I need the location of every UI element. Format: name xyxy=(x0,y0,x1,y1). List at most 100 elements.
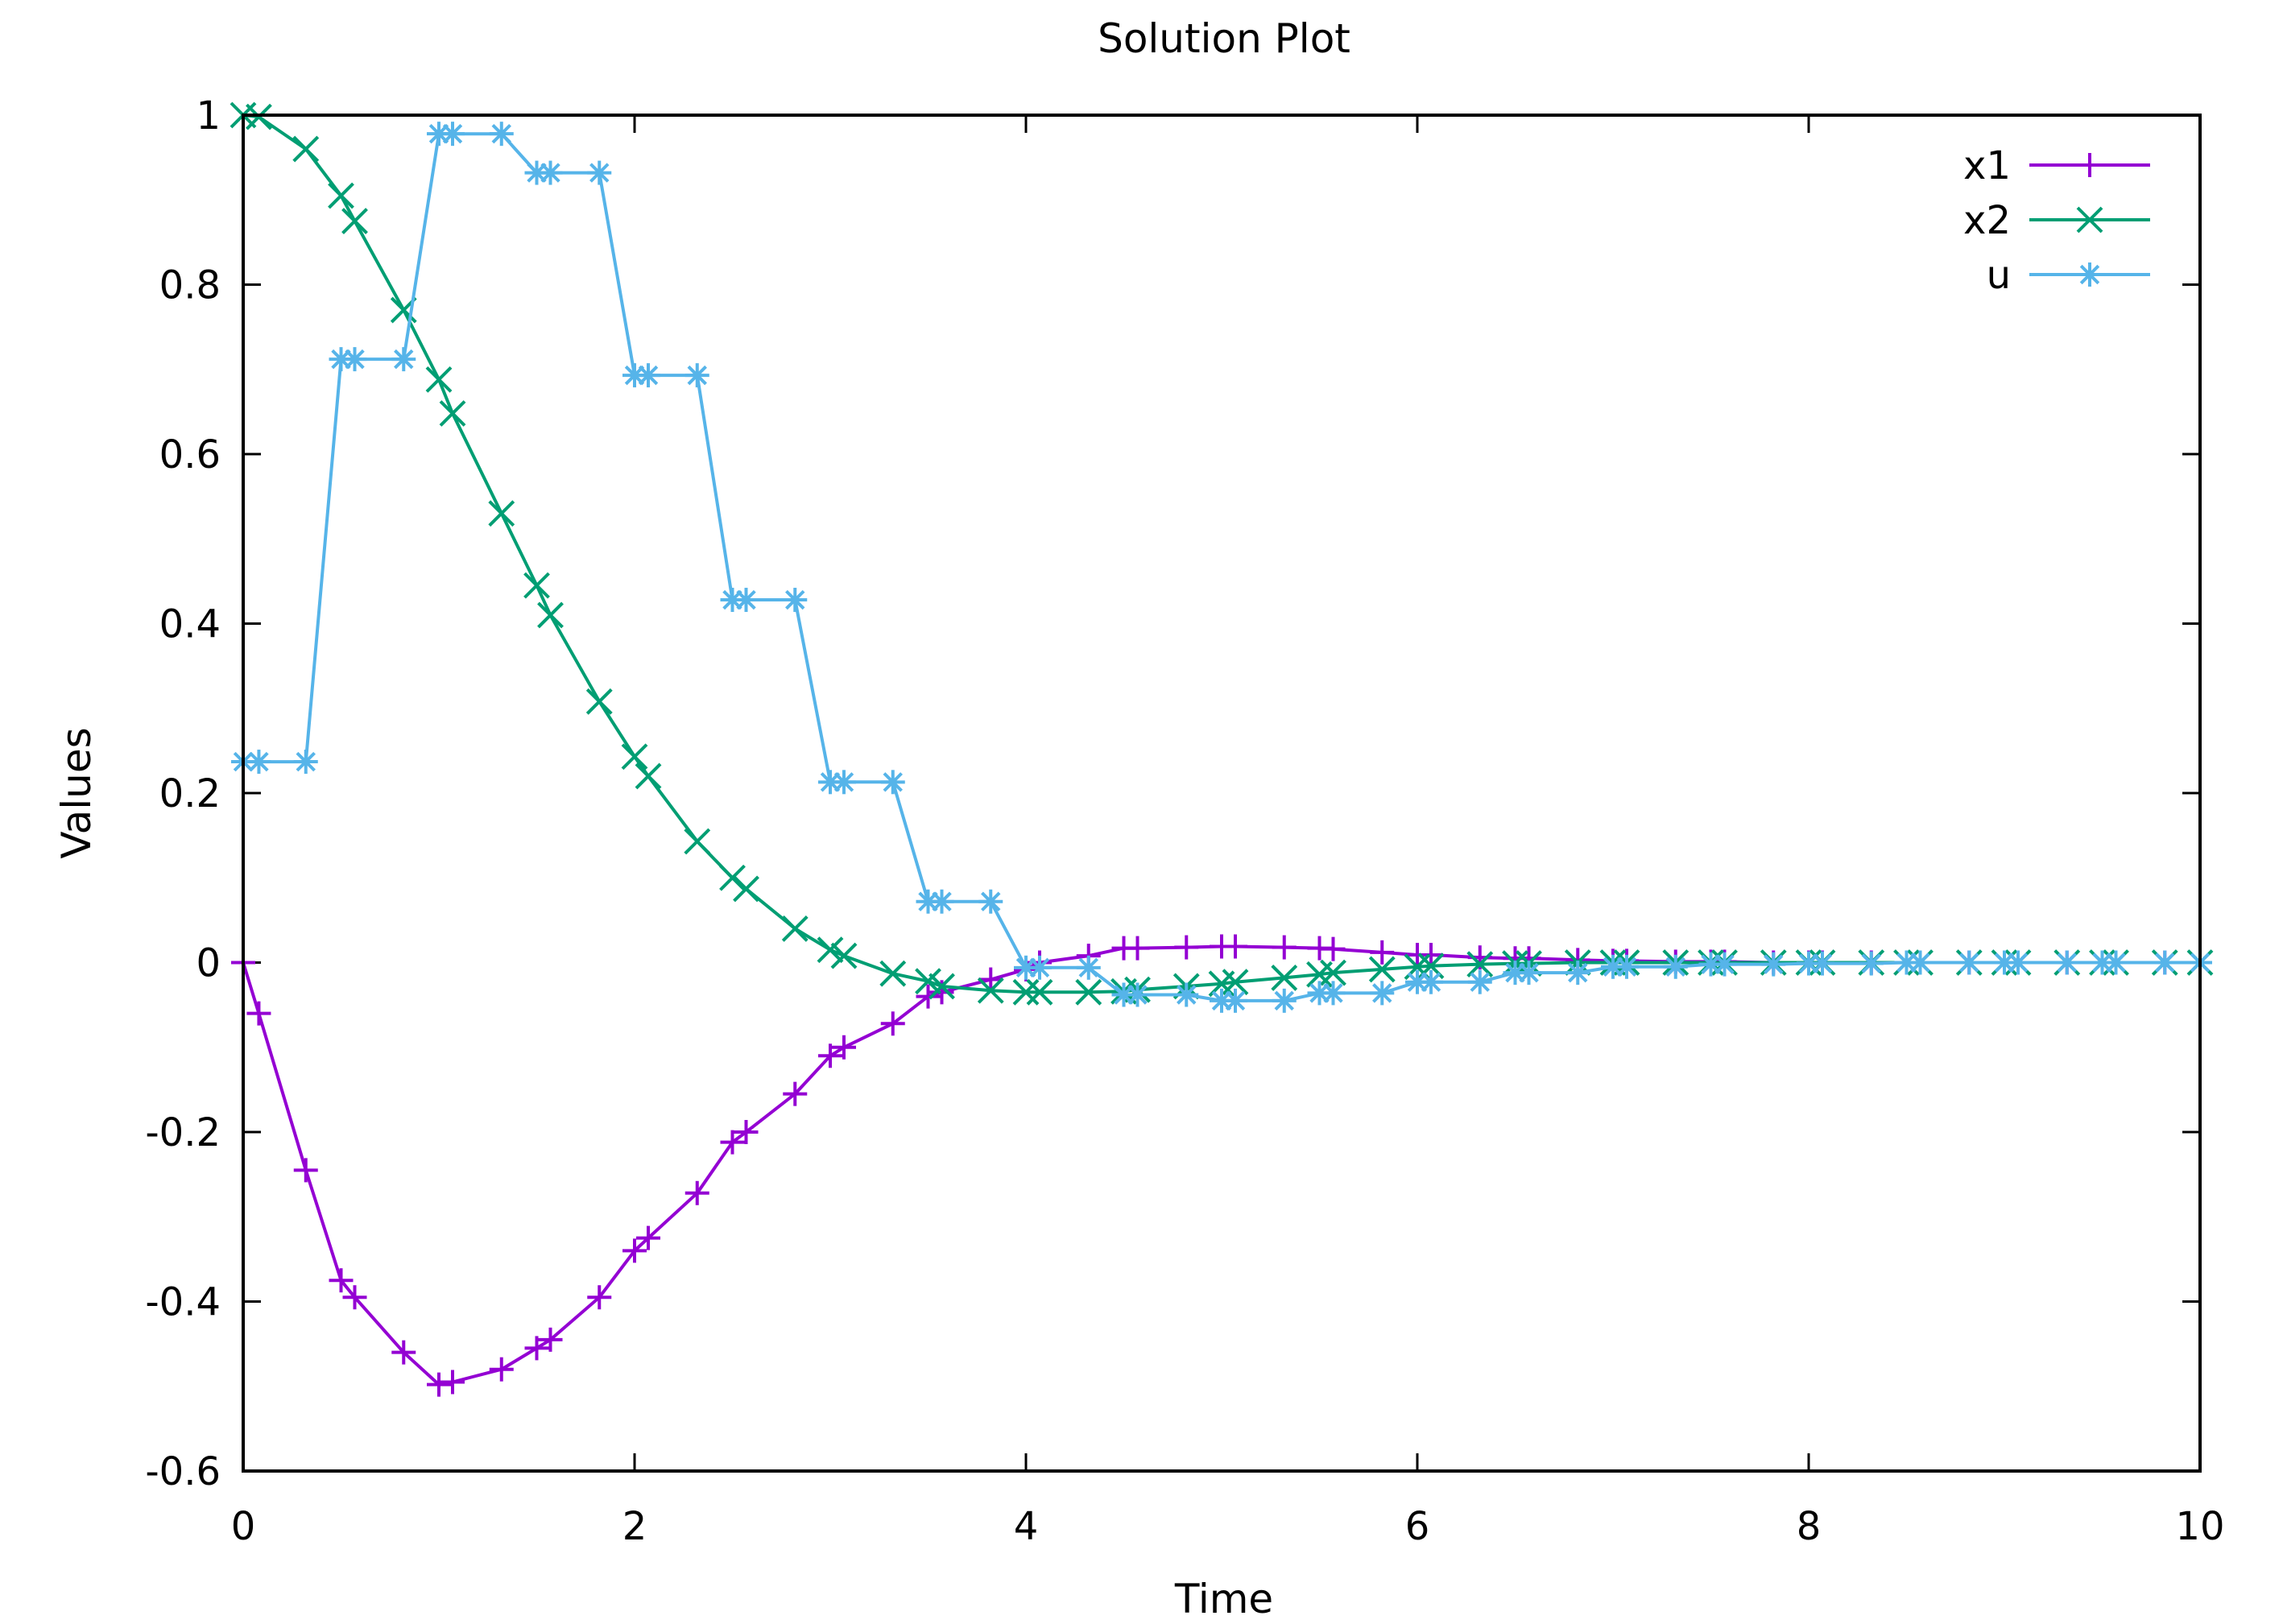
data-point-x2 xyxy=(781,915,809,942)
data-point-u xyxy=(1615,954,1640,979)
data-point-x1 xyxy=(622,1238,647,1263)
data-point-u xyxy=(440,122,465,147)
data-point-x2 xyxy=(1466,951,1494,978)
data-point-x1 xyxy=(427,1372,451,1397)
data-point-x1 xyxy=(818,1043,842,1068)
legend-item-u: u xyxy=(1987,253,2150,298)
data-point-x1 xyxy=(684,1180,709,1205)
data-point-x2 xyxy=(425,366,453,393)
data-point-u xyxy=(391,347,416,372)
x-tick-label: 4 xyxy=(1014,1504,1039,1549)
data-point-u xyxy=(783,588,808,613)
data-point-x1 xyxy=(293,1158,318,1183)
y-tick-label: -0.2 xyxy=(145,1110,221,1155)
data-point-u xyxy=(489,122,514,147)
data-point-x1 xyxy=(440,1370,465,1395)
data-point-u xyxy=(1957,950,1982,975)
data-point-x2 xyxy=(915,968,941,995)
data-point-u xyxy=(293,750,318,775)
y-tick-label: -0.6 xyxy=(145,1449,221,1494)
data-point-u xyxy=(734,588,759,613)
data-point-x1 xyxy=(1419,943,1444,968)
x-axis-label: Time xyxy=(1174,1576,1273,1622)
data-point-x2 xyxy=(1368,956,1396,983)
y-tick-labels: -0.6 -0.4 -0.2 0 0.2 0.4 0.6 0.8 1 xyxy=(145,93,221,1494)
data-point-x2 xyxy=(1026,978,1053,1006)
data-point-x2 xyxy=(830,942,858,969)
legend-marker xyxy=(2076,206,2103,233)
data-point-x1 xyxy=(1321,936,1346,961)
data-point-x2 xyxy=(1320,959,1346,986)
data-point-x1 xyxy=(329,1268,354,1293)
data-point-u xyxy=(342,347,367,372)
data-point-u xyxy=(1174,982,1199,1007)
data-point-x1 xyxy=(538,1327,563,1352)
data-point-x2 xyxy=(246,103,272,130)
data-point-x2 xyxy=(488,500,515,527)
data-point-x1 xyxy=(1370,940,1395,965)
data-point-x2 xyxy=(523,572,550,599)
data-point-x2 xyxy=(719,864,746,891)
data-point-u xyxy=(1859,951,1884,976)
series-u xyxy=(231,122,2212,1013)
data-point-x1 xyxy=(342,1285,367,1310)
data-point-x1 xyxy=(880,1011,905,1036)
data-point-x2 xyxy=(733,875,759,903)
data-point-x2 xyxy=(635,762,662,790)
data-point-x2 xyxy=(929,973,955,1000)
data-point-u xyxy=(1321,981,1346,1006)
data-point-u xyxy=(1076,955,1101,980)
data-point-u xyxy=(246,750,271,775)
data-point-u xyxy=(2054,950,2079,975)
data-point-x1 xyxy=(1125,936,1150,961)
data-point-x1 xyxy=(978,967,1003,992)
data-point-u xyxy=(329,347,354,372)
y-tick-label: 0.4 xyxy=(159,602,221,647)
data-point-x1 xyxy=(720,1130,745,1155)
plot-border xyxy=(242,114,2202,1473)
data-point-u xyxy=(1467,969,1492,994)
legend-item-x2: x2 xyxy=(1963,198,2150,243)
data-point-u xyxy=(587,160,612,185)
data-point-x2 xyxy=(1271,965,1298,991)
data-point-x2 xyxy=(585,688,613,715)
data-point-u xyxy=(880,770,905,795)
data-point-x2 xyxy=(879,960,907,987)
data-point-x1 xyxy=(1174,935,1199,960)
data-point-x1 xyxy=(587,1285,612,1310)
data-point-x1 xyxy=(524,1336,549,1361)
series-layer xyxy=(230,101,2214,1397)
legend: x1 x2 u xyxy=(1963,143,2150,298)
data-point-x1 xyxy=(636,1225,661,1250)
legend-label: x1 xyxy=(1963,143,2011,188)
legend-marker xyxy=(2078,153,2102,177)
data-point-u xyxy=(1761,952,1786,977)
data-point-u xyxy=(1419,969,1444,994)
data-point-u xyxy=(2006,950,2031,975)
data-point-u xyxy=(929,889,954,914)
y-tick-label: 0 xyxy=(196,941,221,986)
data-point-u xyxy=(1272,988,1297,1013)
x-tick-label: 8 xyxy=(1797,1504,1822,1549)
data-point-x2 xyxy=(621,743,648,771)
legend-label: x2 xyxy=(1963,198,2011,243)
chart-title: Solution Plot xyxy=(1098,15,1350,62)
x-tick-label: 10 xyxy=(2175,1504,2224,1549)
data-point-u xyxy=(832,770,857,795)
data-point-x1 xyxy=(1272,935,1297,960)
data-point-u xyxy=(978,889,1003,914)
x-tick-label: 2 xyxy=(622,1504,647,1549)
data-point-x1 xyxy=(832,1035,857,1060)
data-point-x1 xyxy=(783,1081,808,1106)
legend-label: u xyxy=(1987,253,2011,298)
data-point-u xyxy=(1565,961,1590,986)
x-tick-label: 0 xyxy=(231,1504,256,1549)
data-point-u xyxy=(1516,961,1541,986)
data-point-x2 xyxy=(1012,978,1040,1006)
data-point-u xyxy=(1028,955,1053,980)
data-point-u xyxy=(2103,950,2128,975)
data-point-x1 xyxy=(246,1001,271,1026)
legend-item-x1: x1 xyxy=(1963,143,2150,188)
